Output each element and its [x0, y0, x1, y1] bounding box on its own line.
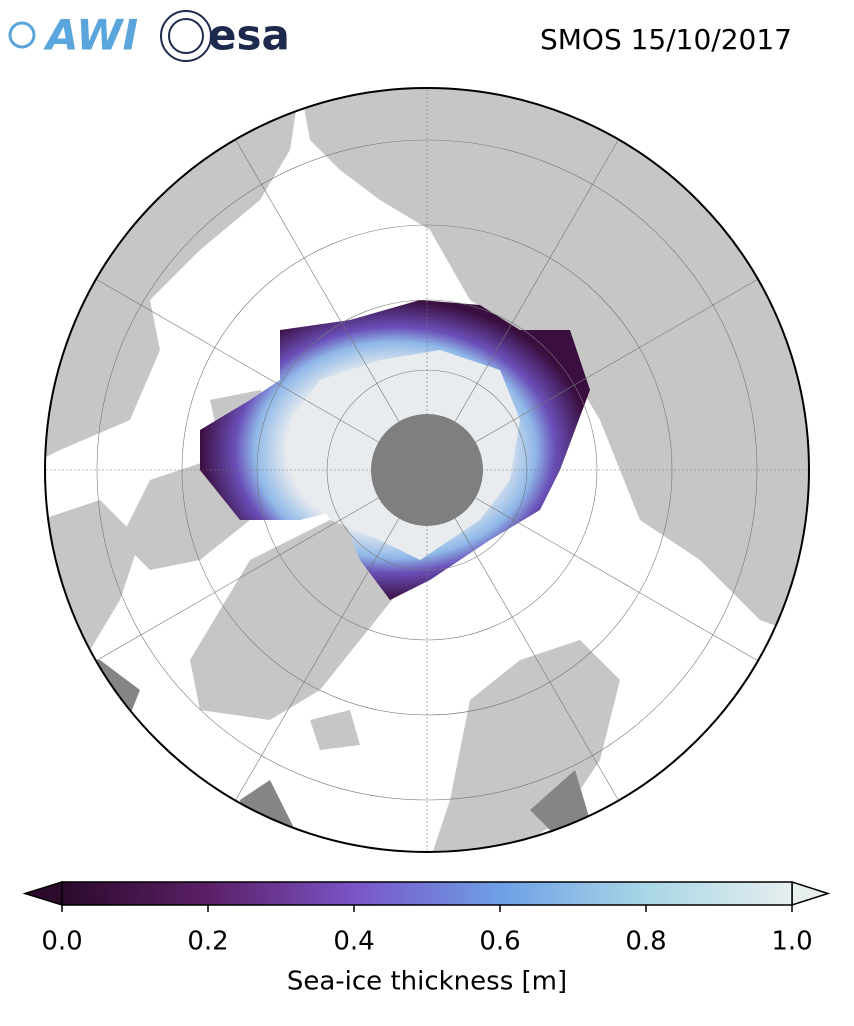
colorbar-tick-label: 1.0 [771, 927, 812, 957]
map-title: SMOS 15/10/2017 [540, 23, 792, 56]
colorbar-tick-label: 0.8 [625, 927, 666, 957]
colorbar-tick-label: 0.6 [479, 927, 520, 957]
map [45, 88, 809, 852]
esa-logo: esa [160, 10, 290, 62]
awi-logo: AWI [8, 11, 138, 60]
colorbar-label: Sea-ice thickness [m] [287, 967, 567, 997]
colorbar-tick-label: 0.2 [187, 927, 228, 957]
awi-logo-text: AWI [43, 11, 138, 60]
colorbar-tick-label: 0.0 [41, 927, 82, 957]
colorbar-extend-high [791, 880, 831, 907]
colorbar-tick-label: 0.4 [333, 927, 374, 957]
colorbar-extend-low [22, 880, 63, 907]
pole-hole [371, 414, 483, 526]
map-border [44, 87, 810, 853]
esa-logo-text: esa [208, 11, 290, 60]
colorbar [22, 880, 831, 912]
colorbar-ramp [61, 881, 793, 906]
